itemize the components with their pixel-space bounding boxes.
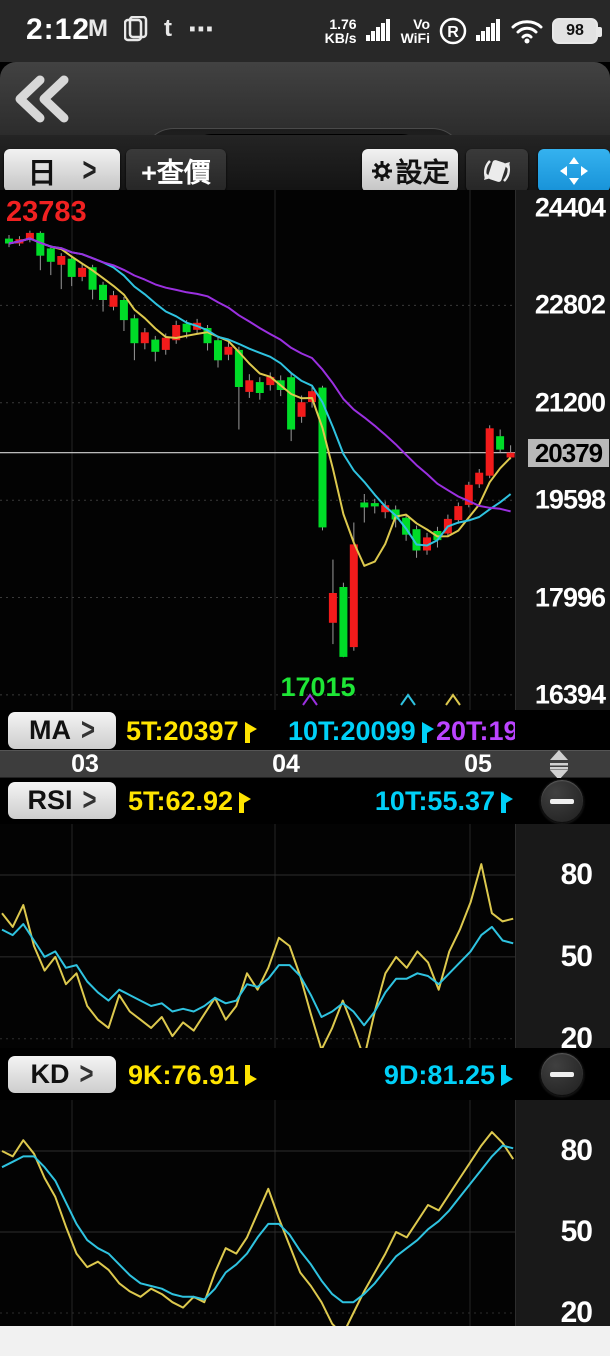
candlestick-chart[interactable] <box>0 190 515 710</box>
move-arrows-icon <box>560 156 588 185</box>
chevron-right-icon: > <box>82 782 97 818</box>
trend-down-icon <box>245 1064 258 1086</box>
kd-row: KD > 9K:76.91 9D:81.25 <box>0 1048 610 1100</box>
trend-down-icon <box>501 1064 513 1086</box>
trend-up-icon <box>421 721 434 743</box>
back-chevrons-icon[interactable] <box>12 72 74 126</box>
ma-value: 5T:20397 <box>126 716 259 747</box>
battery-icon: 98 <box>552 18 602 44</box>
wifi-icon <box>511 20 543 44</box>
x-axis-label: 04 <box>272 750 300 778</box>
scale-label: 80 <box>560 858 593 891</box>
gmail-icon: M <box>88 15 108 42</box>
price-axis-label: 21200 <box>534 387 606 418</box>
rsi-value-1: 5T:62.92 <box>128 786 253 817</box>
kd-collapse-button[interactable] <box>540 1052 584 1096</box>
rsi-label: RSI <box>27 785 73 815</box>
rsi-chart[interactable] <box>0 824 515 1048</box>
quote-label: +查價 <box>141 158 211 188</box>
gesture-bar <box>0 1326 610 1356</box>
period-label: 日 <box>27 157 57 190</box>
scale-label: 20 <box>560 1296 593 1329</box>
toolbar: 日 > +查價 設定 <box>0 135 610 196</box>
scale-label: 50 <box>560 940 593 973</box>
price-axis-label: 19598 <box>534 484 606 515</box>
kd-value-1: 9K:76.91 <box>128 1060 259 1091</box>
kd-chart[interactable] <box>0 1100 515 1326</box>
nav-bar: 小台近全 <box>0 62 610 192</box>
kd-value-2: 9D:81.25 <box>384 1060 515 1091</box>
status-bar: 2:12 M t ⋯ 1.76 KB/s Vo WiFi R 98 <box>0 0 610 62</box>
ma-button[interactable]: MA > <box>8 712 116 749</box>
rsi-button[interactable]: RSI > <box>8 782 116 819</box>
trend-up-icon <box>501 791 513 813</box>
svg-text:R: R <box>447 24 459 41</box>
kd-button[interactable]: KD > <box>8 1056 116 1093</box>
price-axis: 24404 22802 21200 19598 17996 16394 20379 <box>515 190 610 710</box>
ma-value: 10T:20099 <box>288 716 436 747</box>
gear-icon <box>371 160 392 181</box>
chevron-right-icon: > <box>79 1056 94 1092</box>
price-axis-label: 24404 <box>534 192 606 223</box>
rsi-scale: 80 50 20 <box>515 824 610 1055</box>
trend-up-icon <box>239 791 252 813</box>
chart-low-label: 17015 <box>280 672 356 702</box>
x-axis-label: 03 <box>71 750 99 778</box>
network-speed: 1.76 KB/s <box>324 16 357 46</box>
price-axis-label: 17996 <box>534 582 606 613</box>
scale-label: 80 <box>560 1134 593 1167</box>
resize-panels-icon[interactable] <box>546 749 572 781</box>
kd-label: KD <box>30 1059 70 1089</box>
signal-bars-icon-2 <box>476 19 500 41</box>
trend-up-icon <box>244 721 257 743</box>
signal-bars-icon <box>365 19 390 41</box>
rotate-phone-icon <box>483 159 511 182</box>
price-axis-label: 22802 <box>534 289 606 320</box>
main-chart-panel[interactable]: 24404 22802 21200 19598 17996 16394 20379 2378… <box>0 190 610 710</box>
period-button[interactable]: 日 > <box>4 149 120 192</box>
vowifi-label: Vo WiFi <box>400 16 430 46</box>
chart-high-label: 23783 <box>6 196 87 228</box>
rsi-collapse-button[interactable] <box>540 779 584 823</box>
pan-mode-button[interactable] <box>538 149 610 192</box>
status-icons-right: 1.76 KB/s Vo WiFi R 98 <box>324 0 602 62</box>
rsi-chart-panel[interactable]: 80 50 20 <box>0 824 610 1055</box>
t-icon: t <box>164 15 172 42</box>
rsi-row: RSI > 5T:62.92 10T:55.37 <box>0 778 610 824</box>
rotate-screen-button[interactable] <box>466 149 528 192</box>
ma-value: 20T:196 <box>436 716 515 746</box>
chevron-right-icon: > <box>80 712 95 748</box>
settings-button[interactable]: 設定 <box>362 149 458 192</box>
price-axis-label: 16394 <box>534 679 606 710</box>
x-axis-label: 05 <box>464 750 492 778</box>
quote-lookup-button[interactable]: +查價 <box>126 149 226 192</box>
more-dots-icon: ⋯ <box>188 13 216 44</box>
clock: 2:12 <box>26 13 91 46</box>
kd-chart-panel[interactable]: 80 50 20 <box>0 1100 610 1329</box>
settings-label: 設定 <box>395 158 450 188</box>
rsi-value-2: 10T:55.37 <box>375 786 515 817</box>
x-axis-strip: 03 04 05 <box>0 749 610 781</box>
scale-label: 50 <box>560 1215 593 1248</box>
roaming-icon: R <box>439 17 467 45</box>
overlap-windows-icon <box>124 16 148 42</box>
chevron-right-icon: > <box>82 150 97 189</box>
current-price-chip: 20379 <box>528 439 609 467</box>
ma-label: MA <box>28 715 71 745</box>
kd-scale: 80 50 20 <box>515 1100 610 1329</box>
